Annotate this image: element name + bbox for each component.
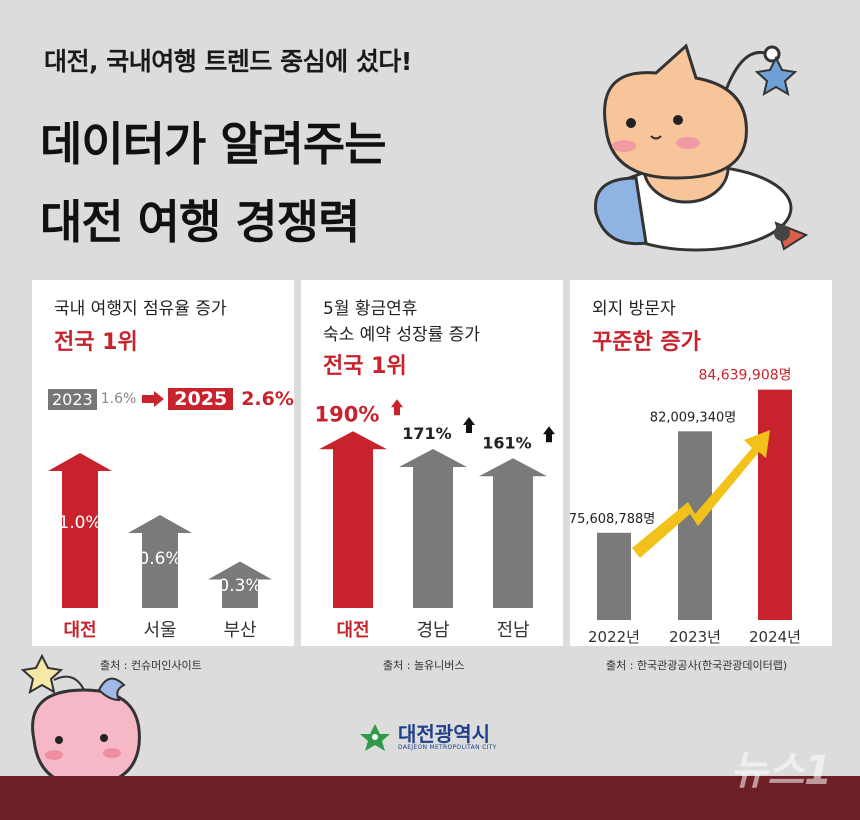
mascot-pink [20,653,141,787]
x-tick-0: 2022년 [588,628,640,646]
logo-name: 대전광역시 [398,721,490,746]
data-label-2: 84,639,908명 [698,368,791,384]
panel-label-2: 숙소 예약 성장률 증가 [323,325,480,345]
data-label-1: 171% [402,424,451,443]
bar-1 [678,431,712,620]
legend-to-year: 2025 [168,388,234,410]
arrow-up-icon [391,399,403,416]
data-label-0: 75,608,788명 [570,512,655,527]
source-1: 출처 : 컨슈머인사이트 [100,659,202,672]
bar-0 [48,453,112,608]
x-tick-2: 2024년 [749,628,801,646]
source-3: 출처 : 한국관광공사(한국관광데이터랩) [606,659,788,672]
title-line-2: 대전 여행 경쟁력 [40,195,360,249]
watermark: 뉴스1 [730,748,832,794]
data-label-0: 1.0% [58,513,101,533]
x-tick-2: 부산 [223,620,256,641]
subtitle: 대전, 국내여행 트렌드 중심에 섰다! [44,47,412,76]
legend-from-value: 1.6% [100,391,137,407]
bar-2 [208,561,272,608]
bar-2 [758,389,792,620]
data-label-2: 161% [482,433,531,452]
x-tick-1: 경남 [416,620,449,641]
panel-label-1: 5월 황금연휴 [323,299,418,319]
star-icon [754,55,798,97]
x-tick-2: 전남 [496,620,529,641]
bar-1 [399,448,467,608]
data-label-1: 0.6% [138,549,181,569]
panel-share: 국내 여행지 점유율 증가 전국 1위 2023 1.6% 2025 2.6% … [32,280,294,646]
x-tick-0: 대전 [336,620,369,641]
logo-sub: DAEJEON METROPOLITAN CITY [398,743,497,751]
x-tick-1: 2023년 [669,628,721,646]
city-logo-icon [360,724,390,751]
mascot-orange [594,43,809,252]
panel-headline: 꾸준한 증가 [592,330,701,355]
title-line-1: 데이터가 알려주는 [40,117,387,171]
x-tick-1: 서울 [143,620,176,641]
arrow-up-icon [543,426,555,443]
data-label-0: 190% [315,402,380,426]
chart-share: 1.0% 대전 0.6% 서울 0.3% 부산 [48,453,272,641]
panel-headline: 전국 1위 [323,354,407,379]
bar-0 [597,532,631,620]
panel-visitors: 외지 방문자 꾸준한 증가 75,608,788명 2022년 82,009,340… [570,280,832,646]
data-label-1: 82,009,340명 [650,410,736,425]
bottom-band [0,776,860,820]
legend-to-value: 2.6% [241,388,294,410]
legend-from-year: 2023 [48,388,97,410]
year-legend: 2023 1.6% 2025 2.6% [48,386,294,412]
data-label-2: 0.3% [218,576,261,596]
arrow-up-icon [463,416,475,433]
panel-label: 외지 방문자 [592,299,676,319]
star-icon [20,653,64,695]
panel-headline: 전국 1위 [54,330,138,355]
x-tick-0: 대전 [63,620,96,641]
panel-label: 국내 여행지 점유율 증가 [54,299,227,319]
trend-arrow-icon [632,430,770,558]
chart-visitors: 75,608,788명 2022년 82,009,340명 2023년 84,639,9… [570,368,801,646]
city-logo: 대전광역시 DAEJEON METROPOLITAN CITY [358,722,497,752]
bar-0 [319,431,387,608]
chart-booking: 190% 대전 171% 경남 161% 전남 [315,399,555,641]
panel-booking: 5월 황금연휴 숙소 예약 성장률 증가 전국 1위 190% 대전 171% 경남 1… [301,280,563,646]
bar-1 [128,515,192,608]
source-2: 출처 : 놀유니버스 [383,659,465,672]
arrow-right-icon [142,391,165,407]
bar-2 [479,458,547,608]
